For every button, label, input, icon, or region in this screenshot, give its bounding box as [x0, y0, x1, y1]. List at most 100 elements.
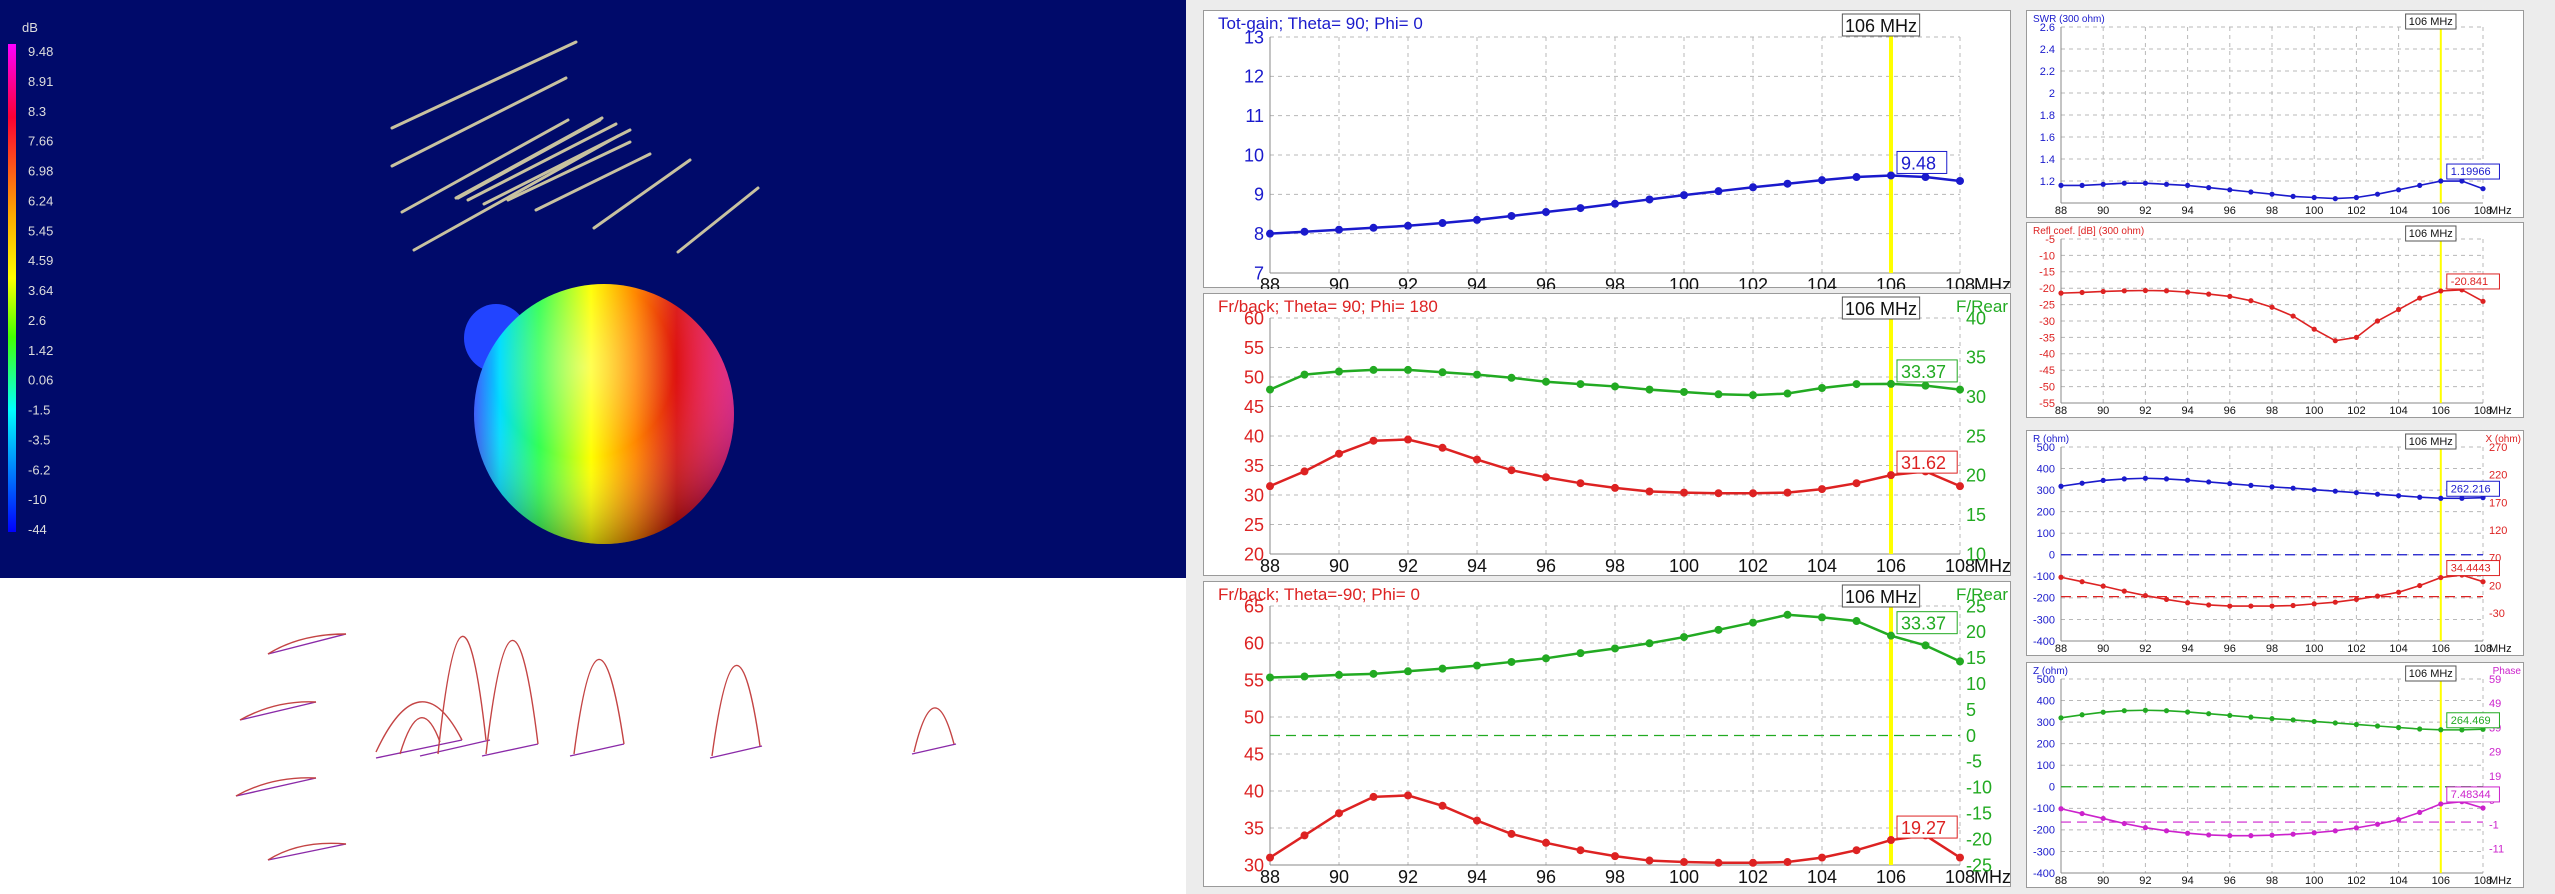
y-tick-label: -45	[2039, 365, 2055, 377]
data-point	[2121, 288, 2127, 294]
x-tick-label: 92	[1398, 275, 1418, 289]
data-point	[2396, 817, 2402, 823]
x-tick-label: 100	[2305, 875, 2323, 887]
scale-tick-label: 8.91	[28, 74, 53, 89]
y-tick-label: 25	[1244, 515, 1264, 535]
data-point	[2353, 825, 2359, 831]
x-unit-label: MHz	[2489, 205, 2512, 217]
x-tick-label: 94	[2181, 405, 2193, 417]
data-point	[2185, 289, 2191, 295]
y-tick-label: -5	[2045, 234, 2055, 246]
data-point	[2248, 189, 2254, 195]
x-tick-label: 88	[1260, 275, 1280, 289]
data-point	[1576, 204, 1585, 213]
x-tick-label: 98	[1605, 867, 1625, 887]
y-tick-label: 40	[1244, 781, 1264, 801]
chart-title: Tot-gain; Theta= 90; Phi= 0	[1218, 14, 1423, 33]
data-point	[1714, 489, 1723, 498]
y2-tick-label: 120	[2489, 525, 2507, 537]
x-unit-label: MHz	[1974, 867, 2011, 887]
reflection-coefficient-chart-panel[interactable]: 88 90 92 94 96 98 100 102 104 106 108 MHz -55 -50 -45 -…	[2026, 222, 2524, 418]
gain-chart-panel[interactable]: 88 90 92 94 96 98 100 102 104 106 108 MHz 7 8 9 10 11 12 1…	[1203, 10, 2011, 289]
y-tick-label: -400	[2033, 636, 2055, 648]
data-point	[1473, 370, 1481, 379]
data-point	[2206, 602, 2212, 608]
y2-tick-label: -30	[2489, 608, 2505, 620]
data-point	[2311, 326, 2317, 332]
data-point	[1507, 466, 1516, 475]
fb0-chart: 88 90 92 94 96 98 100 102 104 106 108MHz3035404550…	[1218, 584, 2011, 887]
data-point	[1887, 836, 1895, 845]
y2-tick-label: 19	[2489, 771, 2501, 783]
y-tick-label: 45	[1244, 744, 1264, 764]
y-tick-label: 100	[2037, 528, 2055, 540]
x-tick-label: 98	[1605, 556, 1625, 576]
antenna-element	[412, 134, 620, 252]
swr-chart-panel[interactable]: 88 90 92 94 96 98 100 102 104 106 108 MHz 1.2 1.4 1.6 1…	[2026, 10, 2524, 218]
antenna-element	[506, 140, 632, 202]
data-point	[1645, 385, 1654, 394]
resistance-reactance-chart-panel[interactable]: 88 90 92 94 96 98 100 102 104 106 108 MHz -400 -300 -2…	[2026, 430, 2524, 656]
data-point	[2311, 718, 2317, 725]
data-point	[2227, 712, 2233, 719]
x-tick-label: 108	[2474, 205, 2492, 217]
data-point	[1611, 199, 1619, 208]
y2-tick-label: -15	[1966, 804, 1992, 824]
data-point	[2269, 191, 2275, 197]
data-point	[1369, 365, 1378, 374]
x-unit-label: MHz	[2489, 643, 2512, 655]
front-back-180-chart-panel[interactable]: 88 90 92 94 96 98 100 102 104 106 108 MHz 20 25 30 35 40…	[1203, 293, 2011, 576]
data-point	[2396, 187, 2402, 193]
data-point	[2206, 832, 2212, 838]
x-tick-label: 96	[2224, 643, 2236, 655]
data-point	[1818, 853, 1826, 862]
y-tick-label: -15	[2039, 267, 2055, 279]
y-tick-label: 65	[1244, 596, 1264, 616]
x-tick-label: 92	[1398, 556, 1418, 576]
data-point	[2374, 723, 2381, 729]
data-point	[2100, 288, 2106, 295]
antenna-element	[592, 158, 692, 230]
data-point	[2417, 182, 2423, 188]
y-tick-label: 45	[1244, 397, 1264, 417]
3d-radiation-view[interactable]: dB 9.48 8.91 8.3 7.66 6.98 6.24 5.45 4.59 3.64 2.…	[0, 0, 1186, 578]
x-tick-label: 92	[2139, 205, 2151, 217]
data-point	[2058, 182, 2064, 188]
x-tick-label: 94	[1467, 556, 1487, 576]
data-point	[1749, 618, 1757, 627]
data-point	[1473, 455, 1481, 464]
data-point	[2332, 488, 2338, 494]
y-tick-label: 400	[2037, 463, 2055, 475]
data-point	[2079, 579, 2085, 585]
impedance-phase-chart-panel[interactable]: 88 90 92 94 96 98 100 102 104 106 108 MHz -400 -300 -2…	[2026, 662, 2524, 888]
y-tick-label: -200	[2033, 825, 2055, 837]
data-point	[1576, 649, 1585, 658]
y2-tick-label: 20	[1966, 466, 1986, 486]
marker-frequency-box	[1841, 13, 1921, 37]
data-point	[1887, 471, 1895, 480]
x-tick-label: 102	[2347, 875, 2365, 887]
marker-frequency-label: 106 MHz	[2409, 436, 2453, 448]
grid	[2060, 238, 2484, 404]
x-tick-label: 94	[1467, 867, 1487, 887]
marker-value-box	[2446, 560, 2500, 577]
chart-title: Fr/back; Theta= 90; Phi= 180	[1218, 297, 1438, 316]
grid	[1269, 317, 1961, 555]
data-point	[1921, 381, 1930, 390]
data-point	[2374, 191, 2381, 197]
y-tick-label: -25	[2039, 299, 2055, 311]
y-tick-label: 100	[2037, 760, 2055, 772]
x-tick-label: 108	[1945, 275, 1975, 289]
y-tick-label: -20	[2039, 283, 2055, 295]
y-tick-label: 40	[1244, 426, 1264, 446]
front-back-0-chart-panel[interactable]: 88 90 92 94 96 98 100 102 104 106 108 MHz 30 35 40 45 50…	[1203, 581, 2011, 887]
data-point	[1611, 382, 1619, 391]
x-tick-label: 102	[1738, 867, 1768, 887]
y-tick-label: 300	[2037, 717, 2055, 729]
y2-tick-label: 170	[2489, 497, 2507, 509]
data-point	[1680, 191, 1688, 200]
x-tick-label: 104	[1807, 556, 1837, 576]
x-unit-label: MHz	[2489, 875, 2512, 887]
y2-tick-label: 220	[2489, 470, 2507, 482]
chart-title: SWR (300 ohm)	[2033, 14, 2105, 25]
